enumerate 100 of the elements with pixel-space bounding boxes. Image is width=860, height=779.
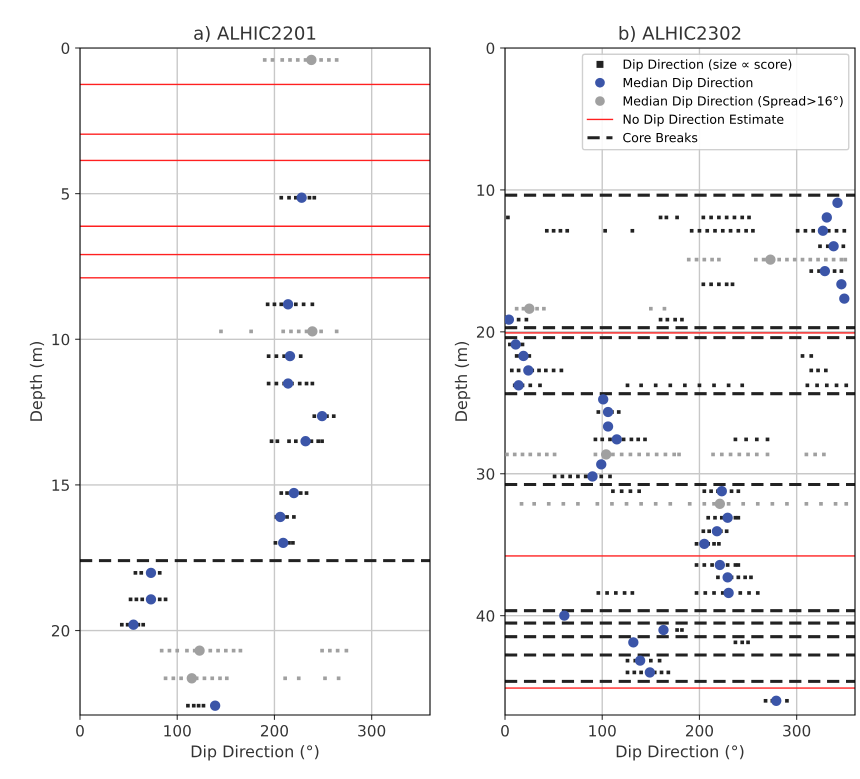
- point: [281, 330, 286, 334]
- point: [300, 436, 311, 446]
- legend-label: Dip Direction (size ∝ score): [624, 59, 792, 72]
- y-tick-label: 15: [52, 480, 69, 491]
- point: [140, 598, 144, 602]
- point: [294, 302, 298, 306]
- point: [192, 704, 196, 708]
- point: [612, 434, 622, 445]
- point: [310, 382, 314, 386]
- point: [505, 314, 514, 325]
- point: [288, 58, 292, 62]
- point: [296, 192, 307, 203]
- point: [146, 594, 156, 605]
- point: [292, 515, 296, 519]
- point: [312, 196, 316, 200]
- point: [128, 620, 139, 630]
- point: [266, 302, 270, 306]
- point: [270, 58, 274, 62]
- point: [828, 241, 839, 252]
- point: [332, 414, 336, 418]
- chart-title: b) ALHIC2302: [620, 26, 740, 42]
- point: [179, 676, 183, 680]
- y-tick-label: 20: [52, 625, 70, 637]
- point: [168, 648, 172, 652]
- point: [280, 58, 284, 62]
- point: [272, 302, 276, 306]
- point: [336, 648, 340, 652]
- point: [602, 406, 614, 418]
- point: [285, 491, 289, 495]
- point: [194, 645, 205, 656]
- point: [164, 598, 168, 602]
- point: [282, 378, 294, 389]
- point: [600, 449, 612, 460]
- y-tick-label: 30: [477, 468, 494, 480]
- y-tick-label: 40: [476, 610, 494, 622]
- point: [336, 676, 340, 680]
- point: [765, 254, 776, 265]
- point: [186, 673, 197, 684]
- point: [712, 526, 722, 536]
- point: [274, 354, 278, 358]
- point: [262, 58, 267, 62]
- y-tick-label: 10: [478, 184, 494, 196]
- point: [284, 351, 296, 362]
- point: [587, 471, 598, 482]
- point: [270, 439, 274, 444]
- x-tick-label: 100: [589, 724, 616, 737]
- point: [510, 339, 521, 350]
- legend-label: Median Dip Direction: [624, 78, 752, 90]
- point: [304, 491, 308, 495]
- point: [319, 330, 323, 334]
- point: [275, 512, 286, 522]
- point: [289, 330, 293, 334]
- point: [716, 486, 727, 496]
- point: [304, 382, 308, 386]
- point: [320, 648, 324, 652]
- point: [279, 491, 284, 495]
- point: [224, 648, 228, 652]
- point: [134, 598, 138, 602]
- point: [282, 299, 294, 310]
- point: [714, 498, 726, 509]
- point: [644, 667, 656, 678]
- point: [296, 676, 301, 680]
- point: [836, 279, 847, 290]
- point: [298, 382, 302, 386]
- point: [818, 226, 828, 236]
- point: [146, 568, 156, 578]
- point: [291, 541, 295, 545]
- point: [723, 588, 734, 598]
- point: [518, 350, 529, 362]
- x-tick-label: 0: [501, 724, 509, 737]
- legend-label: No Dip Direction Estimate: [624, 114, 784, 126]
- point: [596, 459, 606, 470]
- point: [216, 648, 220, 652]
- point: [722, 572, 733, 582]
- y-tick-label: 0: [62, 42, 70, 54]
- point: [327, 58, 331, 62]
- point: [832, 198, 843, 208]
- point: [279, 302, 284, 306]
- y-tick-label: 20: [476, 326, 494, 338]
- point: [628, 637, 638, 648]
- point: [249, 330, 253, 334]
- legend-label: Core Breaks: [623, 132, 698, 142]
- point: [294, 439, 298, 444]
- point: [310, 302, 314, 306]
- point: [722, 512, 733, 523]
- point: [202, 676, 206, 680]
- point: [175, 648, 180, 652]
- point: [219, 330, 223, 334]
- point: [316, 439, 320, 444]
- y-tick-label: 5: [62, 188, 69, 200]
- point: [298, 491, 303, 495]
- point: [288, 488, 300, 498]
- point: [120, 622, 124, 627]
- legend-label: Median Dip Direction (Spread>16°): [624, 96, 843, 108]
- y-tick-label: 10: [52, 334, 70, 346]
- point: [164, 676, 168, 680]
- point: [302, 302, 306, 306]
- point: [307, 326, 318, 337]
- point: [158, 571, 162, 575]
- point: [308, 196, 312, 200]
